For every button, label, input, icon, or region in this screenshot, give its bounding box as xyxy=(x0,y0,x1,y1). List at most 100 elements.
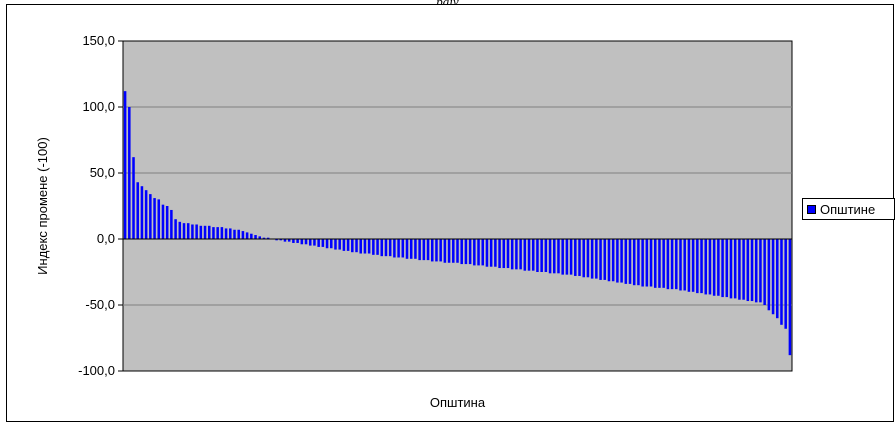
bars xyxy=(123,91,792,356)
bar xyxy=(464,239,468,265)
bar xyxy=(574,239,577,276)
bar xyxy=(161,204,165,239)
bar xyxy=(687,239,691,292)
y-tick-label: 50,0 xyxy=(90,165,115,180)
bar xyxy=(346,239,350,251)
bar xyxy=(388,239,392,257)
bar xyxy=(590,239,594,279)
bar xyxy=(422,239,426,261)
bar xyxy=(611,239,615,282)
bar xyxy=(380,239,384,257)
bar xyxy=(776,239,779,319)
bar xyxy=(308,239,312,246)
bar xyxy=(477,239,480,266)
bar xyxy=(632,239,636,286)
bar xyxy=(296,239,299,243)
x-axis-title: Општина xyxy=(430,395,486,410)
bar xyxy=(523,239,527,271)
bar xyxy=(780,239,783,325)
bar xyxy=(691,239,695,292)
bar xyxy=(544,239,548,272)
bar xyxy=(338,239,341,250)
bar xyxy=(586,239,590,278)
bar xyxy=(275,239,278,241)
bar xyxy=(325,239,329,249)
bar xyxy=(645,239,649,287)
bar xyxy=(506,239,510,269)
bar xyxy=(186,223,190,239)
legend-label: Општине xyxy=(820,201,876,217)
bar xyxy=(599,239,602,280)
bar xyxy=(788,239,792,356)
bar xyxy=(237,229,240,239)
bar xyxy=(746,239,750,302)
bar xyxy=(363,239,367,254)
y-tick-label: -100,0 xyxy=(78,363,115,378)
bar xyxy=(637,239,640,286)
bar xyxy=(376,239,379,255)
bar xyxy=(157,199,161,239)
bar xyxy=(494,239,497,267)
bar xyxy=(569,239,573,275)
bar xyxy=(759,239,762,303)
bar xyxy=(527,239,531,271)
bar xyxy=(254,235,257,239)
bar xyxy=(165,206,169,239)
bar xyxy=(729,239,733,299)
bar xyxy=(359,239,362,254)
bar xyxy=(771,239,775,315)
bar xyxy=(750,239,754,302)
bar xyxy=(132,157,135,239)
bar xyxy=(258,236,262,239)
legend-swatch xyxy=(807,204,816,214)
bar xyxy=(317,239,320,247)
bar xyxy=(351,239,354,253)
bar xyxy=(733,239,737,299)
bar xyxy=(481,239,485,266)
y-tick-label: 0,0 xyxy=(97,231,115,246)
bar xyxy=(414,239,417,259)
bar xyxy=(548,239,552,274)
bar xyxy=(149,194,152,239)
bar xyxy=(174,219,177,239)
bar xyxy=(620,239,623,283)
chart-frame: 150,0 100,0 50,0 0,0 -50,0 -100,0 Индекс пром… xyxy=(6,4,895,422)
y-tick-label: 150,0 xyxy=(82,33,115,48)
bar xyxy=(140,186,144,239)
bar xyxy=(595,239,598,279)
bar xyxy=(653,239,657,288)
y-tick-label: -50,0 xyxy=(85,297,115,312)
bar xyxy=(489,239,493,267)
bar xyxy=(182,223,186,239)
bar xyxy=(708,239,712,295)
bar xyxy=(624,239,628,284)
bar xyxy=(738,239,741,300)
bar xyxy=(452,239,455,263)
bar xyxy=(123,91,127,239)
bar xyxy=(367,239,371,254)
bar xyxy=(313,239,316,246)
bar xyxy=(616,239,619,283)
bar xyxy=(330,239,333,249)
bar xyxy=(561,239,564,275)
bar xyxy=(553,239,556,274)
bar xyxy=(300,239,304,245)
bar xyxy=(536,239,539,272)
bar xyxy=(397,239,400,258)
bar xyxy=(207,225,211,239)
bar xyxy=(675,239,678,290)
bar xyxy=(754,239,758,303)
bar xyxy=(178,221,182,239)
bar xyxy=(250,233,253,239)
bar xyxy=(641,239,644,287)
bar xyxy=(557,239,560,274)
bar xyxy=(426,239,430,261)
bar xyxy=(128,107,131,239)
bar xyxy=(565,239,569,275)
bar xyxy=(153,198,156,239)
bar xyxy=(435,239,438,262)
bar xyxy=(742,239,745,300)
bar xyxy=(683,239,686,291)
bar xyxy=(502,239,506,269)
bar xyxy=(670,239,674,290)
